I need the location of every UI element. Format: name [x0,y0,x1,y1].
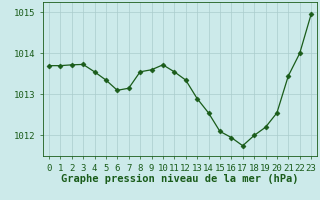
X-axis label: Graphe pression niveau de la mer (hPa): Graphe pression niveau de la mer (hPa) [61,174,299,184]
